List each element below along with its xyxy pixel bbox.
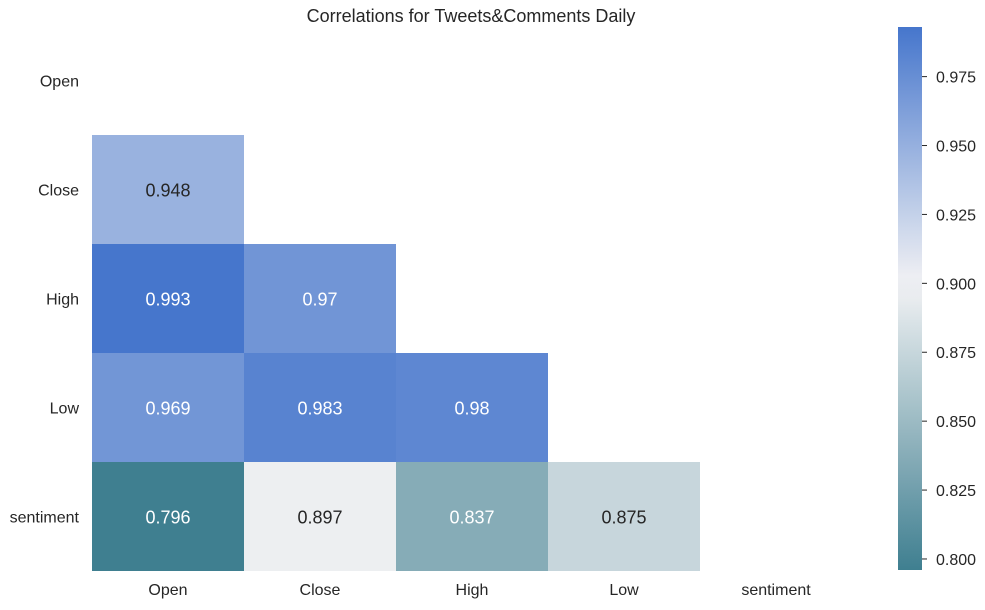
colorbar-tick-label: 0.900: [936, 276, 976, 293]
cell-value-label: 0.97: [302, 290, 337, 310]
row-tick-label: Low: [50, 401, 80, 418]
heatmap-cell-sentiment-low: [548, 462, 700, 571]
column-tick-label: High: [456, 582, 489, 599]
column-tick-label: Low: [609, 582, 639, 599]
row-tick-label: Open: [40, 74, 79, 91]
cell-value-label: 0.875: [601, 508, 646, 528]
colorbar: 0.800 0.825 0.850 0.875 0.900 0.925 0.950 0.975: [898, 27, 976, 570]
heatmap-cell-low-open: [92, 353, 244, 462]
heatmap-cell-sentiment-close: [244, 462, 396, 571]
cell-value-label: 0.98: [454, 399, 489, 419]
colorbar-tick-label: 0.950: [936, 139, 976, 156]
column-tick-label: Close: [300, 582, 341, 599]
heatmap-cell-close-open: [92, 135, 244, 244]
colorbar-tick-label: 0.925: [936, 207, 976, 224]
cell-value-label: 0.897: [297, 508, 342, 528]
cell-value-label: 0.983: [297, 399, 342, 419]
cell-value-label: 0.796: [145, 508, 190, 528]
row-labels: Open Close High Low sentiment: [10, 74, 80, 527]
column-tick-label: sentiment: [741, 582, 811, 599]
heatmap-cell-sentiment-open: [92, 462, 244, 571]
column-labels: Open Close High Low sentiment: [148, 582, 811, 599]
colorbar-tick-label: 0.850: [936, 414, 976, 431]
row-tick-label: sentiment: [10, 510, 80, 527]
heatmap-cell-low-high: [396, 353, 548, 462]
colorbar-tick-label: 0.800: [936, 552, 976, 569]
colorbar-tick-label: 0.825: [936, 483, 976, 500]
row-tick-label: High: [46, 292, 79, 309]
colorbar-tick-label: 0.875: [936, 345, 976, 362]
cell-value-label: 0.837: [449, 508, 494, 528]
heatmap-cell-high-open: [92, 244, 244, 353]
heatmap-cell-high-close: [244, 244, 396, 353]
row-tick-label: Close: [38, 183, 79, 200]
heatmap-cell-low-close: [244, 353, 396, 462]
colorbar-tick-label: 0.975: [936, 70, 976, 87]
heatmap-cells: 0.948 0.993 0.97 0.969 0.983 0.98 0.796 0.897 0.…: [92, 135, 700, 571]
cell-value-label: 0.948: [145, 181, 190, 201]
cell-value-label: 0.969: [145, 399, 190, 419]
column-tick-label: Open: [148, 582, 187, 599]
colorbar-gradient: [898, 27, 922, 570]
heatmap-cell-sentiment-high: [396, 462, 548, 571]
chart-title: Correlations for Tweets&Comments Daily: [307, 6, 636, 26]
cell-value-label: 0.993: [145, 290, 190, 310]
